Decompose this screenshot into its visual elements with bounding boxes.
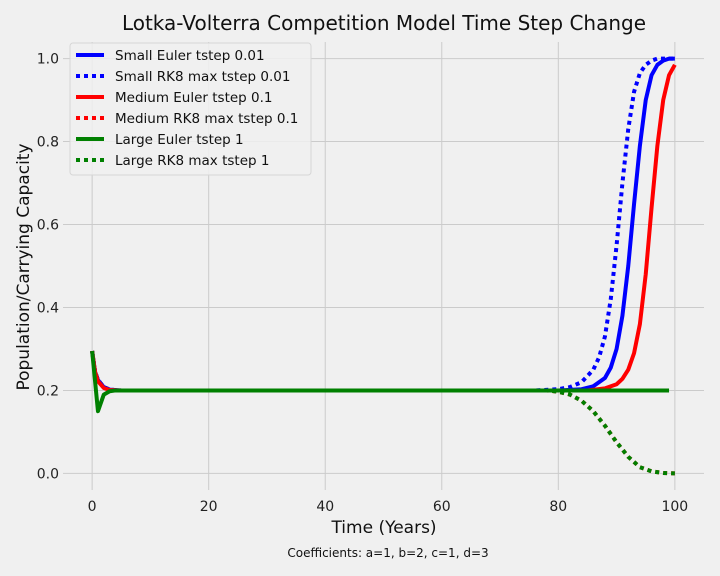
y-tick-label: 0.6 xyxy=(37,218,59,234)
x-tick-label: 40 xyxy=(316,499,334,515)
chart-caption: Coefficients: a=1, b=2, c=1, d=3 xyxy=(287,546,488,560)
chart-title: Lotka-Volterra Competition Model Time St… xyxy=(122,11,646,35)
x-axis-label: Time (Years) xyxy=(330,518,436,538)
x-tick-label: 100 xyxy=(661,499,688,515)
tick-labels: 0 20 40 60 80 100 0.0 0.2 0.4 0.6 0.8 1.0 xyxy=(37,52,688,515)
legend-label: Medium RK8 max tstep 0.1 xyxy=(115,111,298,127)
x-tick-label: 20 xyxy=(200,499,218,515)
legend-box xyxy=(69,42,312,176)
series-line-2 xyxy=(90,63,677,393)
legend-label: Small RK8 max tstep 0.01 xyxy=(115,69,290,85)
y-tick-label: 0.4 xyxy=(37,300,59,316)
y-tick-label: 1.0 xyxy=(37,52,59,68)
series-layer xyxy=(90,56,677,476)
x-tick-label: 0 xyxy=(88,499,97,515)
legend-label: Large RK8 max tstep 1 xyxy=(115,153,269,169)
x-tick-label: 60 xyxy=(433,499,451,515)
legend-label: Small Euler tstep 0.01 xyxy=(115,48,265,64)
series-line-4 xyxy=(90,350,670,414)
series-line-5 xyxy=(90,350,675,476)
x-tick-label: 80 xyxy=(549,499,567,515)
legend: Small Euler tstep 0.01 Small RK8 max tste… xyxy=(69,42,312,176)
legend-label: Medium Euler tstep 0.1 xyxy=(115,90,273,106)
y-tick-label: 0.0 xyxy=(37,466,59,482)
y-axis-label: Population/Carrying Capacity xyxy=(14,143,34,390)
legend-label: Large Euler tstep 1 xyxy=(115,132,244,148)
y-tick-label: 0.2 xyxy=(37,383,59,399)
y-tick-label: 0.8 xyxy=(37,135,59,151)
